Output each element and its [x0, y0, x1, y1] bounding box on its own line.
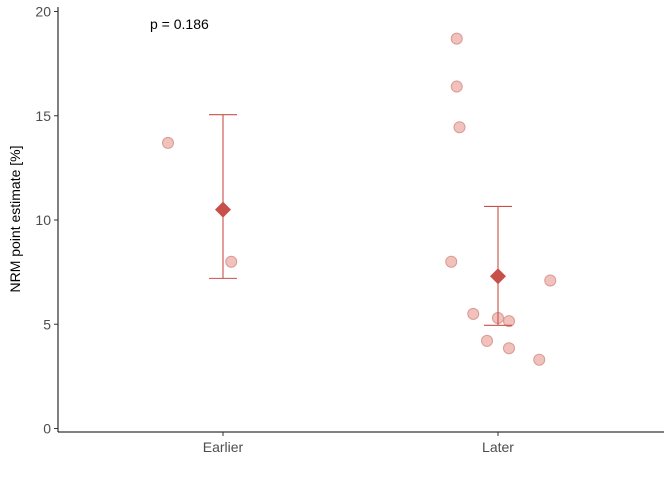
x-tick-label: Earlier — [203, 439, 244, 455]
p-value-annotation: p = 0.186 — [150, 16, 209, 32]
mean-marker — [490, 268, 506, 285]
y-ticks: 0 5 10 15 20 — [35, 4, 58, 437]
x-tick-label: Later — [482, 439, 514, 455]
data-point — [450, 80, 463, 93]
y-tick-label: 0 — [43, 421, 51, 437]
data-points — [162, 32, 557, 366]
data-point — [450, 32, 463, 45]
y-axis-title: NRM point estimate [%] — [7, 145, 23, 292]
x-ticks: Earlier Later — [203, 432, 514, 455]
axes — [57, 7, 664, 433]
data-point — [453, 121, 466, 134]
data-point — [544, 274, 557, 287]
data-point — [481, 334, 493, 347]
y-tick-label: 5 — [43, 316, 51, 332]
y-tick-label: 15 — [35, 108, 51, 124]
data-point — [503, 315, 515, 328]
y-tick-label: 10 — [35, 212, 51, 228]
data-point — [467, 307, 480, 320]
data-point — [503, 342, 515, 355]
data-point — [162, 136, 174, 149]
summary-markers — [209, 114, 512, 326]
data-point — [225, 255, 238, 268]
mean-marker — [215, 201, 231, 218]
data-point — [533, 353, 546, 366]
y-tick-label: 20 — [35, 4, 51, 20]
data-point — [445, 255, 458, 268]
